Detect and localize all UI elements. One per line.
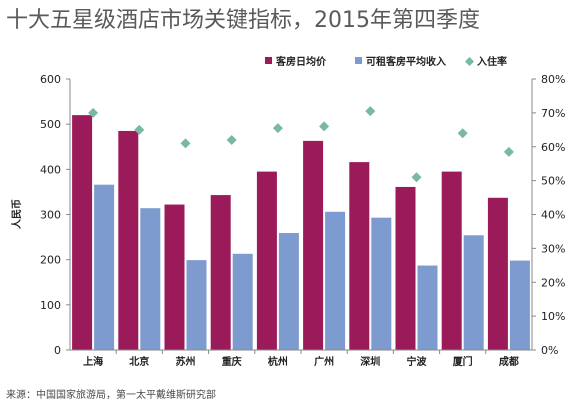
- occupancy-point: [457, 128, 468, 139]
- occupancy-point: [272, 123, 283, 134]
- bar-adr: [256, 171, 277, 350]
- y-axis-label: 人民币: [10, 199, 23, 229]
- y-axis-left: 0 100 200 300 400 500 600: [40, 73, 71, 357]
- y2-tick-label: 60%: [541, 141, 565, 154]
- bar-revpar: [232, 253, 253, 350]
- x-tick-label: 厦门: [453, 355, 473, 368]
- x-tick-label: 上海: [83, 355, 103, 368]
- y-tick-label: 500: [40, 118, 61, 131]
- bar-revpar: [186, 260, 207, 350]
- occupancy-point: [88, 107, 99, 118]
- y-tick-label: 0: [54, 344, 61, 357]
- bar-adr: [210, 195, 231, 350]
- y2-tick-label: 40%: [541, 209, 565, 222]
- bar-adr: [303, 140, 324, 350]
- y2-tick-label: 50%: [541, 175, 565, 188]
- bar-revpar: [509, 260, 530, 350]
- y-tick-label: 300: [40, 209, 61, 222]
- legend-label: 客房日均价: [275, 55, 327, 68]
- plot-area: [72, 106, 530, 350]
- x-tick-label: 北京: [129, 355, 149, 368]
- x-tick-label: 成都: [499, 355, 519, 368]
- occupancy-point: [180, 138, 191, 149]
- x-tick-label: 杭州: [268, 355, 288, 368]
- occupancy-point: [134, 124, 145, 135]
- occupancy-point: [365, 106, 376, 117]
- x-axis: 上海 北京 苏州 重庆 杭州 广州 深圳 宁波 厦门 成都: [70, 349, 532, 368]
- bar-adr: [395, 186, 416, 350]
- y2-tick-label: 10%: [541, 310, 565, 323]
- y2-tick-label: 80%: [541, 73, 565, 86]
- bar-adr: [349, 162, 370, 350]
- y2-tick-label: 70%: [541, 107, 565, 120]
- bar-revpar: [371, 217, 392, 350]
- legend-swatch: [465, 57, 474, 66]
- bar-revpar: [325, 211, 346, 350]
- y-tick-label: 100: [40, 299, 61, 312]
- x-tick-label: 广州: [314, 355, 334, 368]
- x-tick-label: 宁波: [407, 355, 428, 368]
- bar-revpar: [278, 233, 299, 350]
- x-tick-label: 重庆: [222, 355, 242, 368]
- chart-title: 十大五星级酒店市场关键指标，2015年第四季度: [6, 8, 480, 33]
- bar-adr: [164, 204, 185, 350]
- legend: 客房日均价 可租客房平均收入 入住率: [265, 55, 507, 68]
- bar-adr: [118, 130, 139, 350]
- y-axis-right: 0% 10% 20% 30% 40% 50% 60% 70% 80%: [531, 73, 565, 357]
- y2-tick-label: 0%: [541, 344, 558, 357]
- legend-swatch: [265, 57, 272, 64]
- legend-swatch: [355, 57, 362, 64]
- bar-revpar: [94, 184, 115, 350]
- x-tick-label: 深圳: [360, 355, 380, 368]
- bar-adr: [487, 197, 508, 350]
- y-tick-label: 600: [40, 73, 61, 86]
- bar-adr: [441, 171, 462, 350]
- x-tick-label: 苏州: [176, 355, 196, 368]
- legend-label: 可租客房平均收入: [366, 55, 446, 68]
- y2-tick-label: 20%: [541, 276, 565, 289]
- occupancy-point: [503, 146, 514, 157]
- bar-revpar: [140, 208, 161, 350]
- y2-tick-label: 30%: [541, 242, 565, 255]
- bar-revpar: [463, 235, 484, 350]
- occupancy-point: [319, 121, 330, 132]
- source-note: 来源：中国国家旅游局，第一太平戴维斯研究部: [6, 390, 216, 401]
- bar-revpar: [417, 265, 438, 350]
- y-tick-label: 400: [40, 163, 61, 176]
- legend-label: 入住率: [477, 55, 507, 68]
- bar-adr: [72, 115, 93, 350]
- y-tick-label: 200: [40, 254, 61, 267]
- occupancy-point: [226, 134, 237, 145]
- occupancy-point: [411, 172, 422, 183]
